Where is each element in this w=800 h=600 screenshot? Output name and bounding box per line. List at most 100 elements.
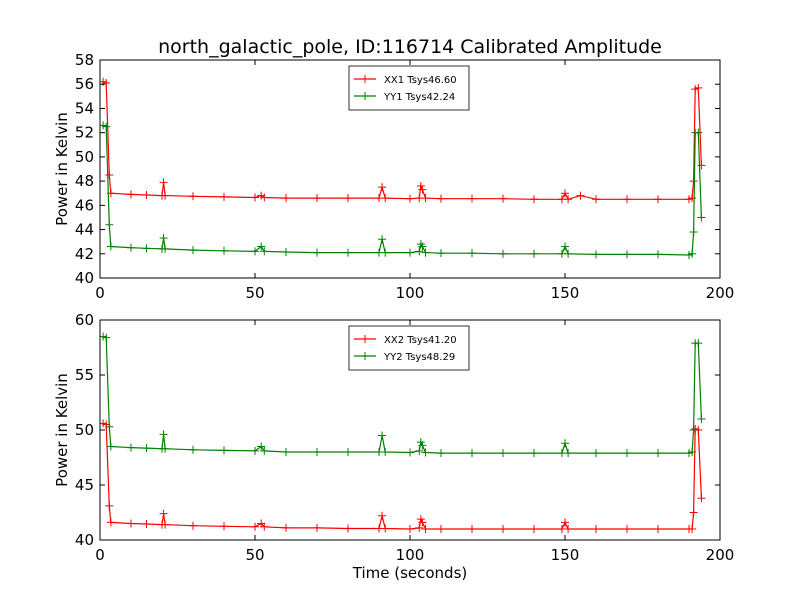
- data-point-marker: [421, 248, 430, 257]
- top-plot-panel: 0 50 100 150 200 40 42 44 46 48 50 52 54 56 58 Power in…: [53, 51, 734, 302]
- data-point-marker: [189, 246, 197, 255]
- y-tick-label: 56: [75, 75, 94, 93]
- data-point-marker: [418, 242, 427, 251]
- data-point-marker: [127, 519, 135, 528]
- data-point-marker: [257, 442, 266, 451]
- data-point-marker: [421, 525, 430, 533]
- data-point-marker: [654, 525, 662, 533]
- legend: XX2 Tsys41.20 YY2 Tsys48.29: [348, 325, 470, 371]
- data-point-marker: [415, 523, 424, 532]
- x-axis-label: Time (seconds): [352, 564, 468, 582]
- series-1-1: [100, 332, 706, 458]
- data-point-marker: [694, 339, 703, 348]
- data-point-marker: [127, 243, 135, 252]
- data-point-marker: [564, 449, 573, 458]
- data-point-marker: [592, 449, 600, 458]
- data-point-marker: [102, 122, 111, 131]
- data-point-marker: [220, 246, 228, 255]
- data-point-marker: [142, 244, 151, 253]
- data-point-marker: [381, 194, 390, 203]
- y-tick-label: 40: [75, 269, 94, 287]
- data-point-marker: [561, 518, 569, 527]
- data-point-marker: [654, 449, 662, 458]
- data-point-marker: [127, 443, 135, 452]
- legend-marker-swatch: [361, 352, 369, 360]
- y-tick-label: 40: [75, 531, 94, 549]
- data-point-marker: [105, 220, 114, 229]
- data-point-marker: [530, 195, 538, 204]
- x-tick-label: 50: [245, 546, 264, 564]
- y-tick-label: 42: [75, 245, 94, 263]
- chart-title: north_galactic_pole, ID:116714 Calibrate…: [158, 36, 662, 58]
- data-point-marker: [282, 448, 290, 456]
- data-point-marker: [418, 518, 427, 527]
- x-tick-label: 150: [551, 284, 580, 302]
- x-tick-label: 200: [706, 546, 735, 564]
- data-point-marker: [415, 247, 424, 256]
- data-point-marker: [694, 128, 703, 137]
- data-point-marker: [127, 190, 135, 199]
- legend: XX1 Tsys46.60 YY1 Tsys42.24: [348, 65, 470, 111]
- data-point-marker: [102, 333, 111, 342]
- legend-box: [348, 65, 470, 111]
- data-point-marker: [159, 234, 168, 243]
- data-point-marker: [564, 195, 573, 204]
- data-point-marker: [105, 171, 114, 180]
- data-point-marker: [561, 439, 569, 448]
- data-point-marker: [282, 523, 290, 532]
- data-point-marker: [689, 426, 698, 434]
- data-point-marker: [418, 441, 427, 450]
- data-point-marker: [688, 525, 697, 533]
- data-point-marker: [499, 449, 507, 458]
- data-point-marker: [251, 247, 259, 256]
- x-tick-label: 100: [396, 546, 425, 564]
- data-point-marker: [564, 525, 573, 533]
- series-0-1: [100, 121, 706, 259]
- x-tick-label: 0: [95, 284, 105, 302]
- data-point-marker: [499, 194, 507, 203]
- legend-entry-label: YY1 Tsys42.24: [383, 92, 455, 103]
- data-point-marker: [406, 194, 414, 203]
- data-point-marker: [161, 191, 170, 200]
- legend-marker-swatch: [361, 335, 369, 343]
- data-point-marker: [161, 520, 170, 529]
- data-point-marker: [689, 227, 698, 236]
- data-point-marker: [468, 525, 476, 533]
- data-point-marker: [623, 525, 631, 533]
- legend-entry-label: XX1 Tsys46.60: [384, 75, 457, 86]
- data-point-marker: [378, 511, 387, 520]
- data-point-marker: [378, 235, 387, 244]
- data-point-marker: [437, 525, 445, 533]
- data-point-marker: [159, 430, 168, 439]
- data-point-marker: [260, 446, 269, 455]
- x-tick-label: 200: [706, 284, 735, 302]
- data-point-marker: [564, 249, 573, 258]
- data-point-marker: [220, 522, 228, 531]
- y-tick-label: 45: [75, 476, 94, 494]
- data-point-marker: [381, 248, 390, 257]
- data-point-marker: [313, 194, 321, 203]
- data-point-marker: [561, 242, 569, 251]
- data-point-marker: [260, 193, 269, 202]
- y-tick-label: 58: [75, 51, 94, 69]
- data-point-marker: [251, 522, 259, 531]
- x-tick-label: 0: [95, 546, 105, 564]
- data-point-marker: [161, 244, 170, 253]
- data-point-marker: [406, 525, 414, 533]
- data-point-marker: [159, 178, 168, 187]
- data-point-marker: [105, 501, 114, 510]
- data-point-marker: [406, 448, 414, 457]
- data-point-marker: [623, 449, 631, 458]
- data-point-marker: [378, 183, 387, 192]
- x-tick-label: 150: [551, 546, 580, 564]
- data-point-marker: [282, 247, 290, 256]
- legend-entry-label: XX2 Tsys41.20: [384, 335, 457, 346]
- data-point-marker: [623, 250, 631, 259]
- legend-marker-swatch: [361, 92, 369, 100]
- series-0-0: [100, 77, 706, 204]
- data-point-marker: [142, 191, 151, 200]
- data-point-marker: [416, 181, 425, 190]
- data-point-marker: [654, 250, 662, 259]
- y-tick-label: 50: [75, 148, 94, 166]
